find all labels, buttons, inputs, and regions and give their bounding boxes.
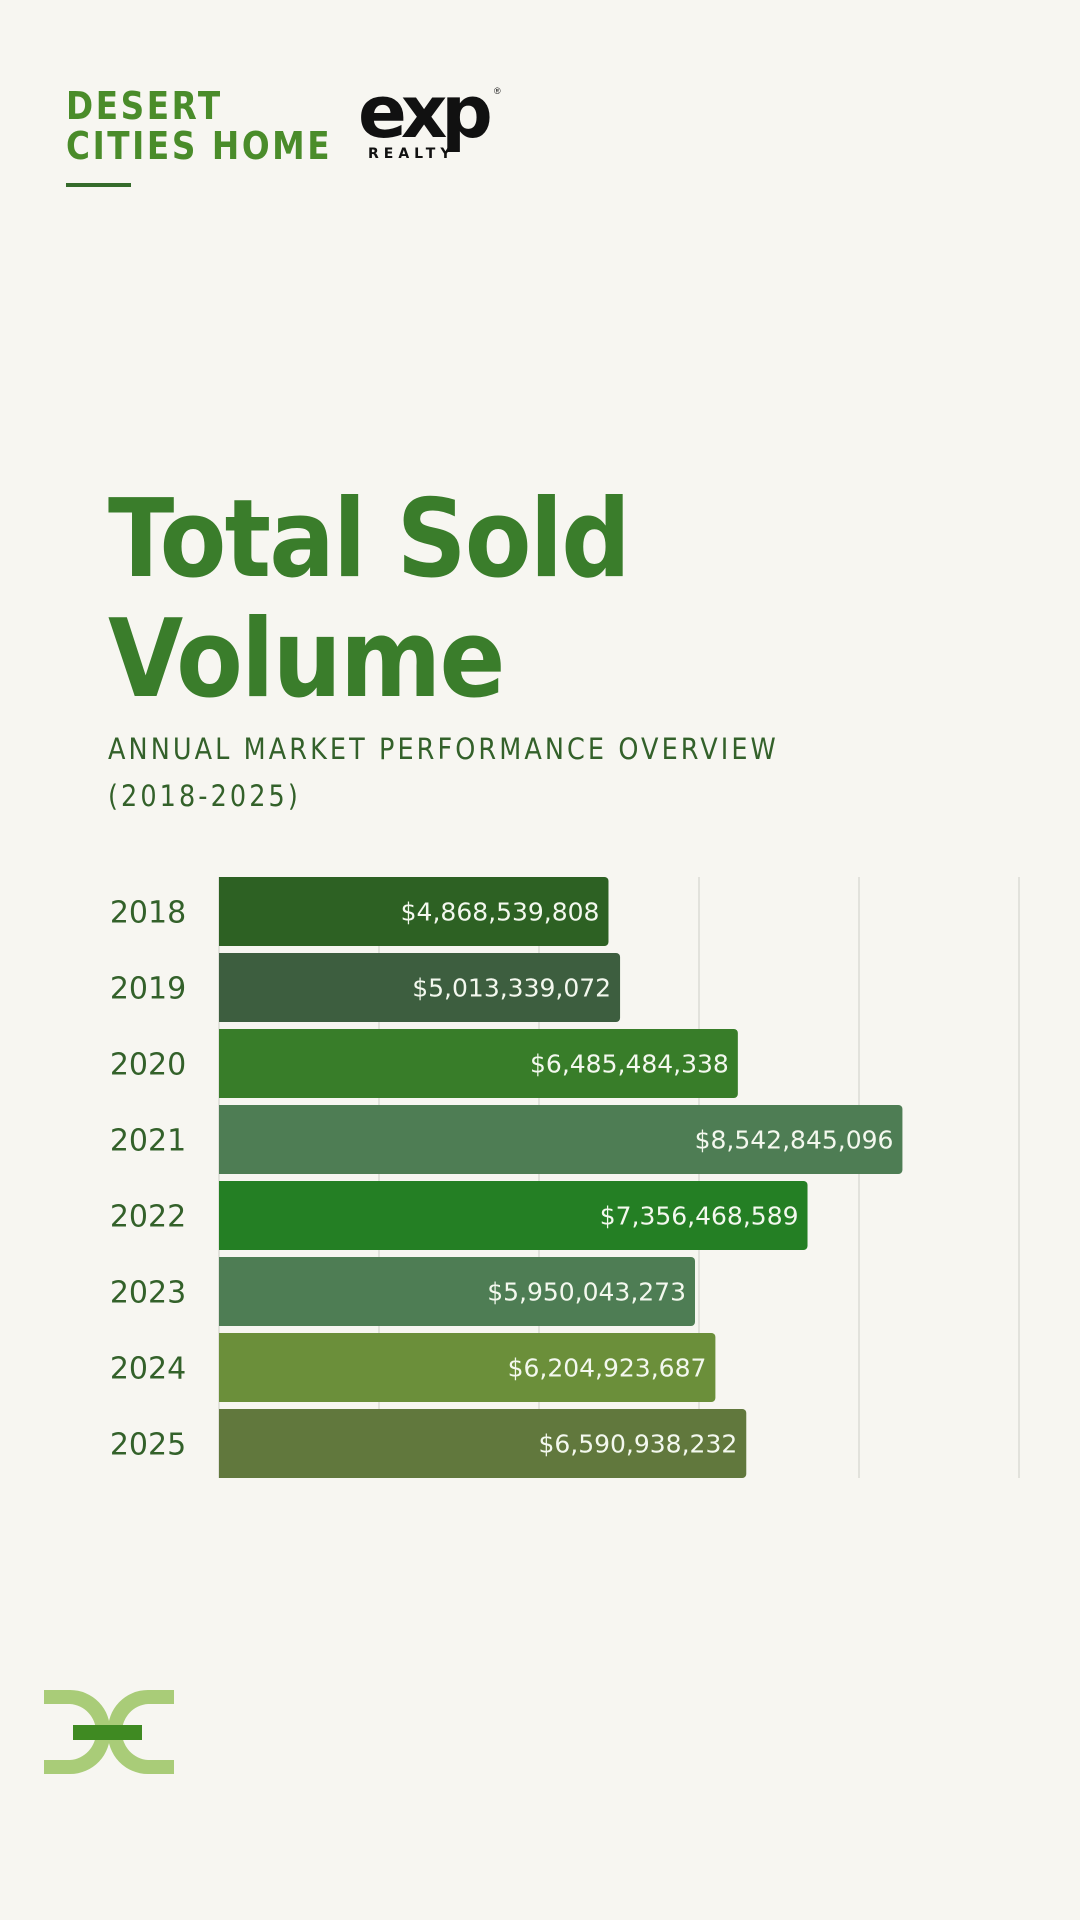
category-label-2023: 2023 [110, 1276, 186, 1311]
exp-logo-word: exp [358, 70, 493, 154]
bar-2019 [219, 953, 621, 1022]
page-subtitle: ANNUAL MARKET PERFORMANCE OVERVIEW (2018… [108, 726, 779, 820]
bar-2022 [219, 1181, 808, 1250]
category-label-2021: 2021 [110, 1124, 186, 1159]
bar-2024 [219, 1333, 716, 1402]
bar-2021 [219, 1105, 903, 1174]
category-labels: 2018 2019 2020 2021 2022 2023 2024 2025 [110, 896, 186, 1463]
bar-2020 [219, 1029, 738, 1098]
exp-realty-logo: exp ® REALTY [358, 72, 508, 166]
value-label-2020: $6,485,484,338 [530, 1050, 729, 1079]
title-line-2: Volume [108, 597, 505, 722]
bar-2023 [219, 1257, 696, 1326]
value-label-2025: $6,590,938,232 [538, 1430, 737, 1459]
category-label-2018: 2018 [110, 896, 186, 931]
registered-mark: ® [494, 86, 501, 96]
value-label-2023: $5,950,043,273 [487, 1278, 686, 1307]
value-label-2022: $7,356,468,589 [600, 1202, 799, 1231]
page-title: Total Sold Volume [108, 477, 631, 722]
subtitle-line-1: ANNUAL MARKET PERFORMANCE OVERVIEW [108, 732, 779, 766]
bars [219, 877, 903, 1478]
category-label-2024: 2024 [110, 1352, 186, 1387]
brand-line-2: CITIES HOME [66, 124, 333, 168]
exp-logo-realty: REALTY [368, 146, 456, 162]
category-label-2025: 2025 [110, 1428, 186, 1463]
monogram-left-arc [44, 1690, 111, 1774]
subtitle-line-2: (2018-2025) [108, 779, 301, 813]
bar-2018 [219, 877, 609, 946]
title-line-1: Total Sold [108, 477, 631, 602]
bar-2025 [219, 1409, 747, 1478]
value-label-2018: $4,868,539,808 [401, 898, 600, 927]
brand-line-1: DESERT [66, 84, 223, 128]
monogram-right-arc [107, 1690, 174, 1774]
brand-underline [66, 183, 131, 187]
category-label-2020: 2020 [110, 1048, 186, 1083]
value-label-2019: $5,013,339,072 [412, 974, 611, 1003]
value-label-2024: $6,204,923,687 [508, 1354, 707, 1383]
value-labels: $4,868,539,808 $5,013,339,072 $6,485,484,3… [401, 898, 894, 1459]
value-label-2021: $8,542,845,096 [695, 1126, 894, 1155]
desert-cities-home-monogram-icon [44, 1690, 174, 1774]
category-label-2022: 2022 [110, 1200, 186, 1235]
monogram-bar [73, 1725, 142, 1740]
brand-wordmark: DESERT CITIES HOME [66, 86, 332, 166]
category-label-2019: 2019 [110, 972, 186, 1007]
